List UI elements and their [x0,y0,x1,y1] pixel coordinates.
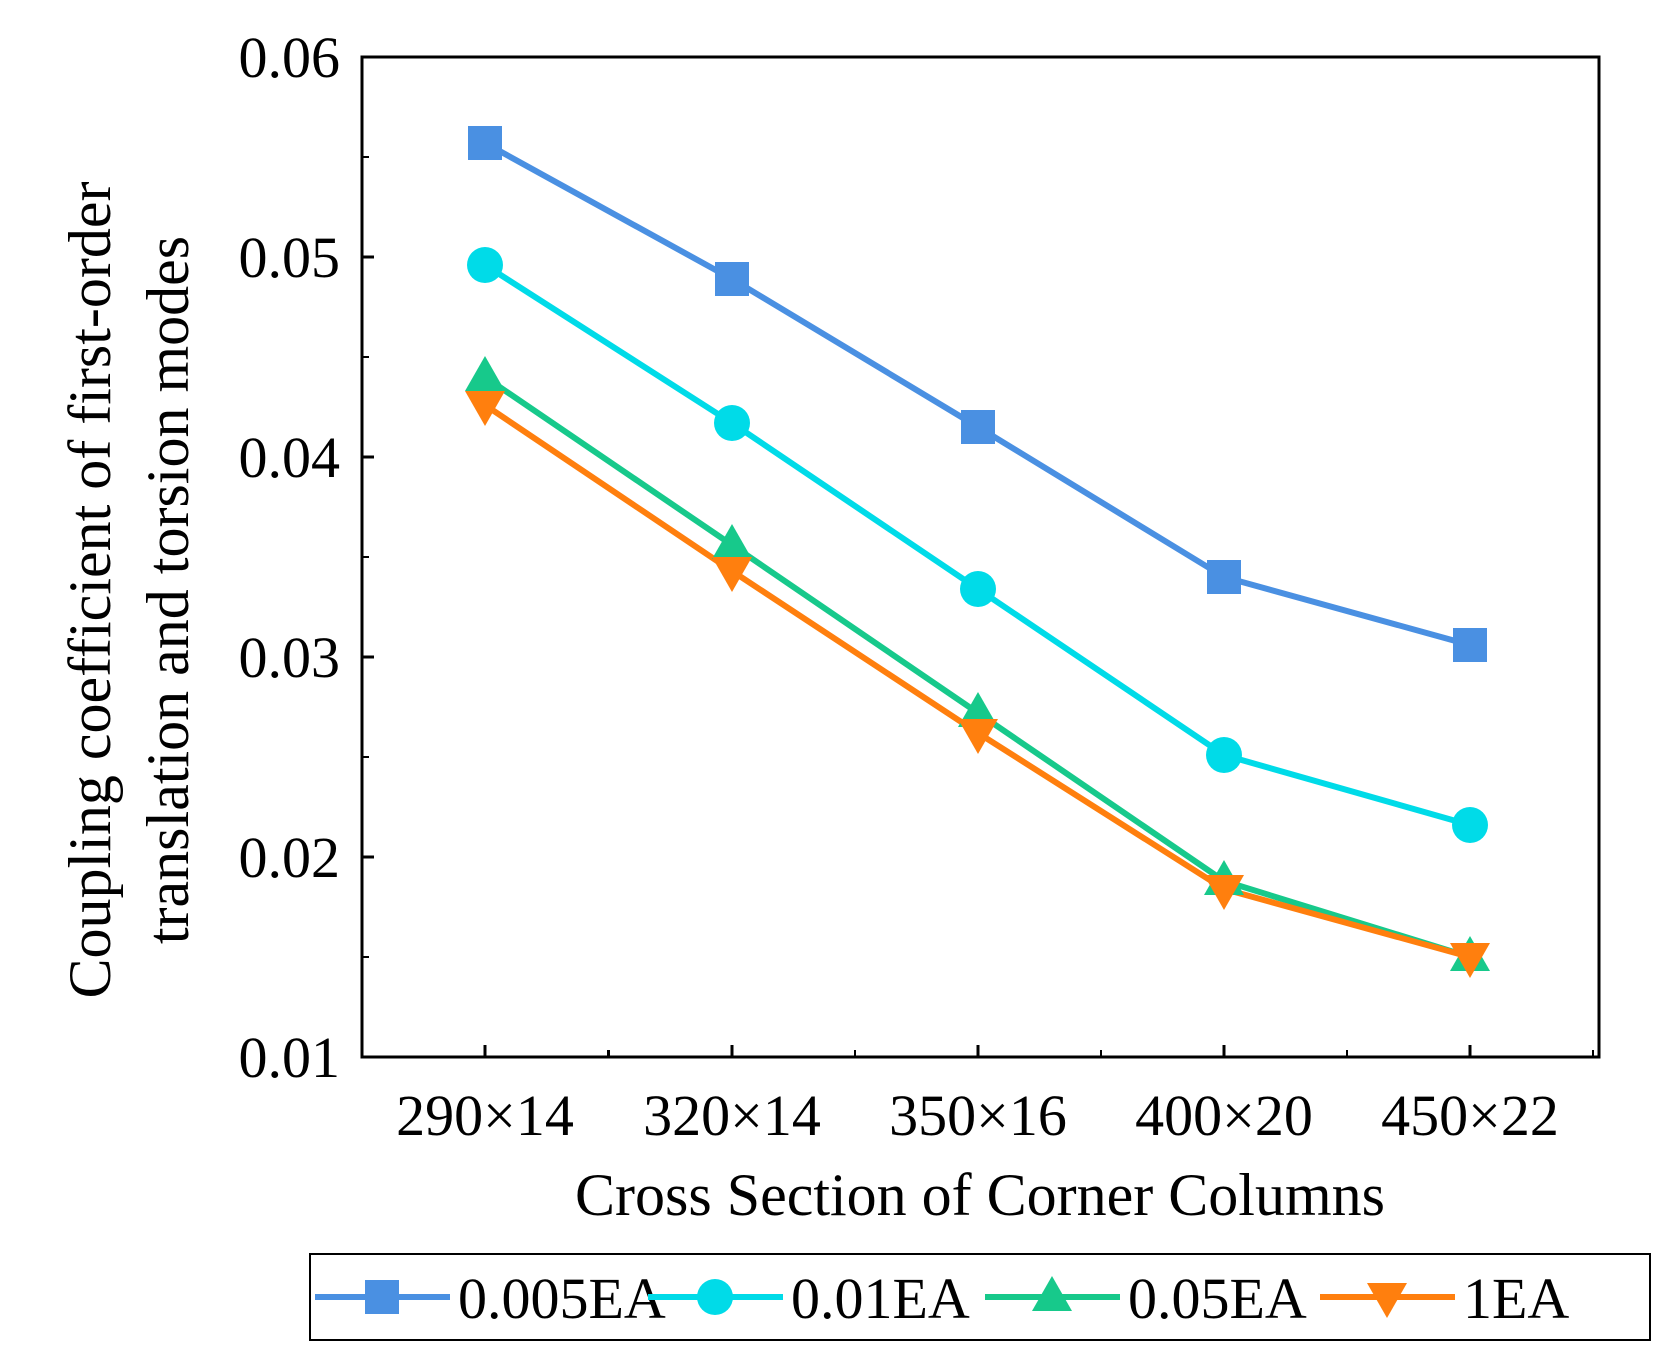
y-tick-label: 0.06 [239,25,341,90]
data-point [1204,875,1244,910]
x-tick-label: 400×20 [1135,1083,1313,1148]
y-tick-label: 0.01 [239,1025,341,1090]
legend-label: 0.01EA [791,1266,970,1331]
y-axis-title: Coupling coefficient of first-order tran… [57,182,201,999]
data-point [714,405,750,441]
series-markers [465,126,1490,978]
legend-marker [1367,1283,1407,1318]
y-tick-label: 0.02 [239,825,341,890]
x-tick-label: 450×22 [1381,1083,1559,1148]
data-point [1450,943,1490,978]
data-point [1206,737,1242,773]
y-tick-label: 0.04 [239,425,341,490]
legend-label: 0.05EA [1128,1266,1307,1331]
series-line [483,140,1471,648]
data-point [712,524,752,559]
data-point [958,692,998,727]
plot-area: 0.01 0.02 0.03 0.04 0.05 0.06 290×14 320×14 350… [239,25,1601,1148]
x-tick-label: 320×14 [643,1083,821,1148]
series-line [483,402,1471,960]
data-point [1207,560,1241,594]
x-tick-label: 290×14 [396,1083,574,1148]
data-point [715,262,749,296]
legend-label: 0.005EA [458,1266,666,1331]
y-tick-label: 0.05 [239,225,341,290]
data-point [1453,628,1487,662]
data-point [960,571,996,607]
x-axis-title: Cross Section of Corner Columns [575,1162,1385,1228]
legend-marker [365,1280,399,1314]
legend: 0.005EA 0.01EA 0.05EA 1EA [309,1253,1651,1341]
data-point [468,126,502,160]
plot-frame [360,55,1601,1059]
data-point [465,356,505,391]
x-tick-label: 350×16 [889,1083,1067,1148]
x-axis-ticks: 290×14 320×14 350×16 400×20 450×22 [396,1045,1594,1148]
legend-label: 1EA [1463,1266,1569,1331]
data-point [1452,807,1488,843]
y-tick-label: 0.03 [239,625,341,690]
y-axis-title-line-1: Coupling coefficient of first-order [57,182,123,999]
y-axis-ticks: 0.01 0.02 0.03 0.04 0.05 0.06 [239,25,374,1090]
legend-marker [1032,1276,1072,1311]
data-point [465,391,505,426]
data-point [961,410,995,444]
data-point [958,719,998,754]
legend-marker [697,1279,733,1315]
series-line [483,374,1471,960]
series-lines [483,140,1471,960]
data-point [467,247,503,283]
y-axis-title-line-2: translation and torsion modes [135,236,201,944]
data-point [712,557,752,592]
